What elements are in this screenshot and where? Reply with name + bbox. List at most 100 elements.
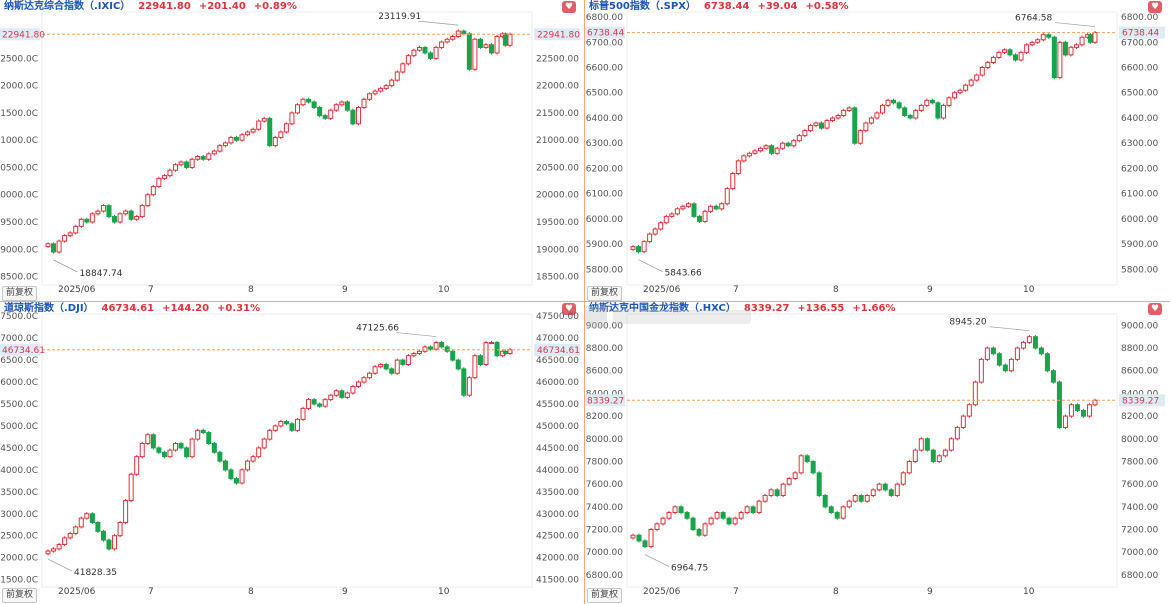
candle-body bbox=[217, 145, 223, 152]
candle-body bbox=[1018, 51, 1024, 61]
candle-body bbox=[828, 506, 834, 514]
candle-body bbox=[228, 136, 234, 144]
candle-body bbox=[1074, 404, 1080, 411]
candle-body bbox=[433, 46, 439, 59]
y-tick-label-right: 46500.00 bbox=[536, 356, 579, 366]
candle-body bbox=[888, 489, 894, 497]
y-tick-label-right: 44000.00 bbox=[536, 466, 579, 476]
x-tick-label: 10 bbox=[1023, 587, 1035, 597]
candle-body bbox=[750, 506, 756, 514]
candle-body bbox=[780, 142, 786, 149]
candle-body bbox=[283, 421, 289, 425]
candle-body bbox=[966, 404, 972, 417]
candle-body bbox=[636, 534, 642, 542]
chart-panel-hxc[interactable]: 纳斯达克中国金龙指数（.HXC） 8339.27 +136.55 +1.66% ♥ 6… bbox=[585, 302, 1170, 604]
y-tick-label-left: 9000.00 bbox=[586, 321, 623, 331]
candle-body bbox=[84, 218, 90, 223]
y-tick-label-left: 5800.00 bbox=[586, 265, 623, 275]
candle-body bbox=[960, 415, 966, 428]
candle-body bbox=[416, 46, 422, 51]
candle-body bbox=[678, 506, 684, 514]
y-tick-label-left: 20000.0C bbox=[0, 191, 38, 201]
y-tick-label-right: 46000.00 bbox=[536, 378, 579, 388]
current-price-label-right: 6738.44 bbox=[1122, 29, 1159, 39]
y-tick-label-left: 6700.00 bbox=[586, 38, 623, 48]
candle-body bbox=[317, 106, 323, 117]
candle-body bbox=[306, 98, 312, 103]
candle-body bbox=[211, 150, 217, 155]
candle-body bbox=[1086, 404, 1092, 417]
candle-body bbox=[95, 522, 101, 532]
y-tick-label-right: 8200.00 bbox=[1121, 412, 1158, 422]
adjust-button[interactable]: 前复权 bbox=[587, 588, 623, 603]
candle-body bbox=[106, 205, 112, 218]
candle-body bbox=[769, 145, 775, 154]
candle-body bbox=[807, 125, 813, 132]
high-pointer bbox=[396, 332, 437, 337]
y-tick-label-right: 45000.00 bbox=[536, 422, 579, 432]
adjust-button[interactable]: 前复权 bbox=[2, 588, 38, 603]
y-tick-label-left: 8600.00 bbox=[586, 367, 623, 377]
candle-body bbox=[724, 188, 730, 205]
low-label: 41828.35 bbox=[74, 568, 117, 578]
candle-body bbox=[51, 243, 57, 253]
index-price: 8339.27 bbox=[743, 303, 790, 314]
candle-body bbox=[489, 44, 495, 54]
candle-body bbox=[1008, 358, 1014, 372]
y-tick-label-right: 18500.00 bbox=[536, 273, 579, 283]
candle-body bbox=[289, 423, 295, 431]
candle-body bbox=[272, 425, 278, 431]
index-price: 6738.44 bbox=[703, 1, 750, 12]
y-tick-label-left: 43000.0C bbox=[0, 510, 38, 520]
candle-body bbox=[502, 350, 508, 355]
candle-body bbox=[858, 495, 864, 502]
y-tick-label-right: 44500.00 bbox=[536, 444, 579, 454]
candle-body bbox=[222, 460, 228, 471]
candle-body bbox=[250, 456, 256, 462]
chart-panel-spx[interactable]: 标普500指数（.SPX） 6738.44 +39.04 +0.58% ♥ 5800.… bbox=[585, 0, 1170, 302]
heart-icon[interactable]: ♥ bbox=[1148, 1, 1162, 13]
candle-body bbox=[405, 355, 411, 365]
heart-icon[interactable]: ♥ bbox=[562, 1, 576, 13]
y-tick-label-left: 8200.00 bbox=[586, 412, 623, 422]
candle-body bbox=[84, 513, 90, 519]
candle-body bbox=[389, 368, 395, 374]
adjust-button[interactable]: 前复权 bbox=[2, 286, 38, 301]
candle-body bbox=[846, 107, 852, 111]
candle-body bbox=[1044, 353, 1050, 372]
candle-body bbox=[780, 483, 786, 497]
candle-body bbox=[178, 443, 184, 449]
chart-panel-dji[interactable]: 道琼斯指数（.DJI） 46734.61 +144.20 +0.31% ♥ 41500… bbox=[0, 302, 585, 604]
y-tick-label-right: 20500.00 bbox=[536, 163, 579, 173]
candle-body bbox=[1001, 49, 1007, 53]
chart-panel-ixic[interactable]: 纳斯达克综合指数（.IXIC） 22941.80 +201.40 +0.89% ♥ 1… bbox=[0, 0, 585, 302]
current-price-tag-left bbox=[585, 26, 625, 39]
heart-icon[interactable]: ♥ bbox=[1148, 303, 1162, 315]
candle-body bbox=[184, 161, 190, 168]
y-tick-label-left: 7400.00 bbox=[586, 503, 623, 513]
candle-body bbox=[339, 101, 345, 106]
candle-body bbox=[411, 353, 417, 357]
candle-body bbox=[228, 469, 234, 480]
candle-body bbox=[648, 529, 654, 548]
y-tick-label-right: 45500.00 bbox=[536, 400, 579, 410]
candle-body bbox=[328, 109, 334, 119]
candle-body bbox=[868, 117, 874, 124]
candle-body bbox=[477, 38, 483, 48]
candle-body bbox=[1092, 32, 1098, 43]
candle-body bbox=[367, 93, 373, 100]
candle-body bbox=[1068, 46, 1074, 56]
candle-body bbox=[885, 99, 891, 106]
candle-body bbox=[73, 526, 79, 535]
adjust-button[interactable]: 前复权 bbox=[587, 286, 623, 301]
candle-body bbox=[261, 438, 267, 449]
y-tick-label-right: 8000.00 bbox=[1121, 435, 1158, 445]
candle-body bbox=[311, 101, 317, 108]
candle-body bbox=[1014, 347, 1020, 360]
candle-body bbox=[112, 535, 118, 550]
y-tick-label-left: 42000.0C bbox=[0, 554, 38, 564]
candle-body bbox=[73, 225, 79, 234]
low-pointer bbox=[644, 554, 670, 567]
chart-header: 纳斯达克综合指数（.IXIC） 22941.80 +201.40 +0.89% bbox=[4, 0, 297, 14]
heart-icon[interactable]: ♥ bbox=[562, 303, 576, 315]
